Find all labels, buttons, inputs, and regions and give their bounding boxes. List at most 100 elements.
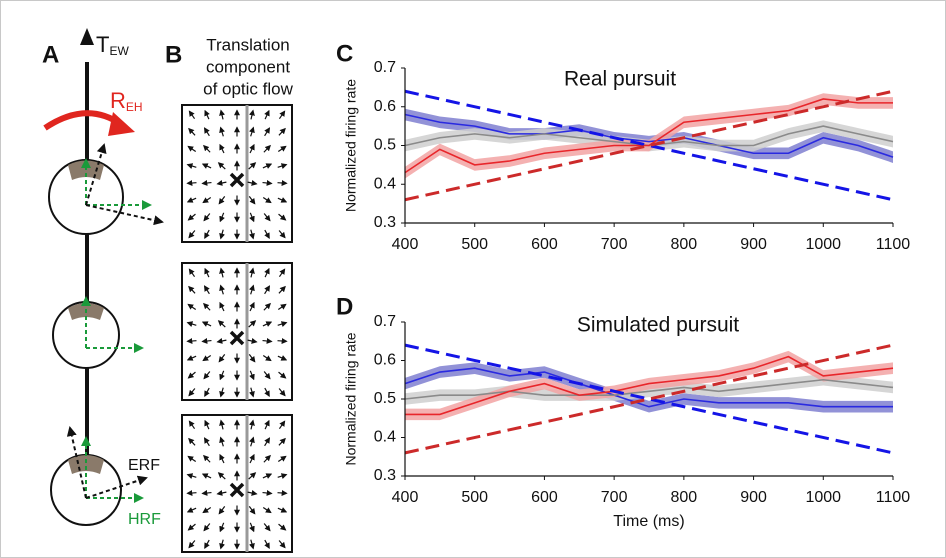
- t-ew-label: TEW: [96, 32, 129, 58]
- flow-vector: [216, 489, 227, 496]
- flow-vector: [277, 179, 288, 186]
- x-tick-label: 1000: [805, 236, 841, 253]
- flow-vector: [216, 179, 227, 186]
- flow-vector: [249, 126, 255, 137]
- flow-vector: [201, 489, 212, 496]
- flow-vector: [277, 455, 287, 463]
- flow-vector: [187, 455, 197, 463]
- panel-b-title: component: [206, 57, 290, 76]
- flow-vector: [264, 419, 270, 430]
- flow-vector: [278, 420, 286, 430]
- flow-vector: [187, 303, 197, 311]
- flow-vector: [186, 321, 197, 327]
- y-tick-label: 0.5: [374, 390, 396, 407]
- flow-vector: [264, 127, 271, 137]
- flow-vector: [188, 285, 196, 294]
- flow-vector: [201, 473, 212, 479]
- flow-vector: [278, 540, 286, 549]
- flow-vector: [262, 179, 273, 186]
- flow-vector: [277, 145, 287, 153]
- flow-vector: [264, 539, 270, 549]
- y-tick-label: 0.6: [374, 98, 396, 115]
- flow-vector: [188, 127, 196, 136]
- flow-vector: [249, 212, 255, 223]
- panel-b-title: Translation: [206, 35, 289, 54]
- flow-vector: [186, 355, 197, 361]
- flow-vector: [249, 267, 255, 278]
- flow-fields: [181, 104, 293, 553]
- flow-vector: [219, 267, 225, 278]
- flow-vector: [219, 212, 225, 223]
- flow-vector: [218, 506, 226, 515]
- axis-arrowhead: [80, 28, 94, 45]
- flow-vector: [204, 229, 210, 239]
- flow-vector: [278, 230, 286, 239]
- flow-vector: [187, 523, 196, 531]
- x-tick-label: 1100: [876, 489, 911, 506]
- panel-b-title: of optic flow: [203, 79, 293, 98]
- flow-vector: [277, 473, 288, 479]
- flow-vector: [204, 387, 210, 397]
- flow-vector: [186, 507, 197, 513]
- flow-vector: [248, 162, 257, 170]
- x-tick-label: 900: [740, 489, 767, 506]
- panel-letter: C: [336, 40, 353, 67]
- t-ew-sub: EW: [109, 44, 129, 58]
- x-tick-label: 400: [392, 489, 419, 506]
- data-line: [404, 113, 894, 158]
- flow-vector: [187, 213, 196, 221]
- flow-vector: [249, 284, 255, 295]
- flow-vector: [201, 179, 212, 186]
- flow-vector: [277, 489, 288, 496]
- flow-vector: [247, 489, 258, 496]
- flow-vector: [249, 370, 255, 381]
- flow-vector: [277, 355, 288, 361]
- y-axis-label: Normalized firing rate: [343, 79, 359, 212]
- flow-vector: [278, 285, 286, 294]
- flow-vector: [249, 109, 255, 120]
- flow-vector: [278, 213, 287, 221]
- flow-vector: [201, 337, 212, 344]
- flow-vector: [248, 472, 257, 480]
- flow-vector: [202, 355, 212, 362]
- flow-vector: [219, 370, 225, 381]
- flow-vector: [218, 196, 226, 205]
- flow-vector: [218, 354, 226, 363]
- flow-vector: [264, 387, 270, 397]
- error-band: [405, 120, 893, 152]
- flow-vector: [277, 507, 288, 513]
- error-band: [405, 108, 893, 163]
- flow-vector: [278, 523, 287, 531]
- y-tick-label: 0.7: [374, 313, 396, 330]
- chart-title: Real pursuit: [564, 68, 676, 91]
- flow-vector: [216, 337, 227, 344]
- flow-vector: [217, 320, 226, 328]
- flow-vector: [277, 321, 288, 327]
- flow-vector: [263, 371, 271, 380]
- flow-vector: [187, 145, 197, 153]
- x-tick-label: 1000: [805, 489, 841, 506]
- x-tick-label: 500: [461, 236, 488, 253]
- flow-vector: [203, 523, 211, 532]
- flow-vector: [188, 110, 196, 120]
- flow-vector: [203, 127, 210, 137]
- flow-vector: [278, 110, 286, 120]
- flow-vector: [249, 387, 255, 398]
- flow-vector: [278, 388, 286, 397]
- flow-vector: [263, 213, 271, 222]
- error-band: [405, 350, 893, 421]
- flow-vector: [277, 337, 288, 344]
- flow-vector: [247, 179, 258, 186]
- flow-vector: [219, 126, 225, 137]
- r-eh-main: R: [110, 88, 126, 113]
- flow-vector: [249, 143, 255, 154]
- flow-vector: [262, 163, 273, 169]
- flow-vector: [203, 454, 211, 463]
- flow-vector: [262, 337, 273, 344]
- y-tick-label: 0.3: [374, 467, 396, 484]
- flow-vector: [219, 143, 225, 154]
- flow-vector: [204, 539, 210, 549]
- data-line: [405, 355, 894, 416]
